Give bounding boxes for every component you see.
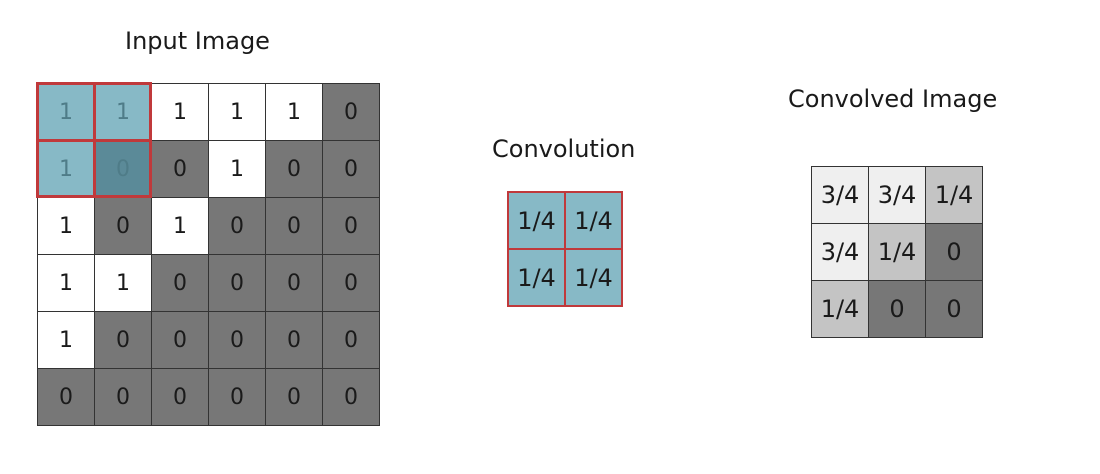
output-cell-r2-c1: 0 (869, 281, 926, 338)
input-cell-r5-c0: 0 (38, 369, 95, 426)
convolution-cell-r1-c1: 1/4 (564, 248, 623, 307)
input-cell-r1-c0: 1 (38, 141, 95, 198)
input-cell-r4-c2: 0 (152, 312, 209, 369)
input-cell-r2-c5: 0 (323, 198, 380, 255)
output-cell-r2-c0: 1/4 (812, 281, 869, 338)
convolved-image-title: Convolved Image (788, 85, 998, 113)
output-cell-r0-c1: 3/4 (869, 167, 926, 224)
input-cell-r4-c0: 1 (38, 312, 95, 369)
output-cell-r2-c2: 0 (926, 281, 983, 338)
input-cell-r0-c5: 0 (323, 84, 380, 141)
input-cell-r0-c3: 1 (209, 84, 266, 141)
output-cell-r1-c0: 3/4 (812, 224, 869, 281)
input-cell-r4-c3: 0 (209, 312, 266, 369)
input-cell-r0-c2: 1 (152, 84, 209, 141)
input-cell-r3-c0: 1 (38, 255, 95, 312)
input-cell-r0-c0: 1 (38, 84, 95, 141)
input-cell-r3-c3: 0 (209, 255, 266, 312)
input-cell-r2-c0: 1 (38, 198, 95, 255)
input-cell-r2-c1: 0 (95, 198, 152, 255)
input-cell-r1-c3: 1 (209, 141, 266, 198)
output-cell-r0-c0: 3/4 (812, 167, 869, 224)
convolution-cell-r0-c0: 1/4 (507, 191, 566, 250)
input-cell-r0-c1: 1 (95, 84, 152, 141)
input-image-title: Input Image (125, 27, 270, 55)
convolution-cell-r0-c1: 1/4 (564, 191, 623, 250)
input-cell-r4-c1: 0 (95, 312, 152, 369)
input-cell-r5-c3: 0 (209, 369, 266, 426)
input-cell-r3-c2: 0 (152, 255, 209, 312)
convolution-cell-r1-c0: 1/4 (507, 248, 566, 307)
input-cell-r5-c2: 0 (152, 369, 209, 426)
input-cell-r4-c4: 0 (266, 312, 323, 369)
input-cell-r2-c4: 0 (266, 198, 323, 255)
convolution-kernel-grid: 1/4 1/4 1/4 1/4 (507, 191, 623, 307)
input-cell-r2-c2: 1 (152, 198, 209, 255)
output-cell-r1-c2: 0 (926, 224, 983, 281)
input-cell-r5-c4: 0 (266, 369, 323, 426)
input-cell-r5-c1: 0 (95, 369, 152, 426)
input-cell-r2-c3: 0 (209, 198, 266, 255)
input-cell-r3-c5: 0 (323, 255, 380, 312)
input-cell-r1-c2: 0 (152, 141, 209, 198)
input-cell-r4-c5: 0 (323, 312, 380, 369)
input-cell-r1-c4: 0 (266, 141, 323, 198)
input-cell-r1-c5: 0 (323, 141, 380, 198)
input-cell-r1-c1: 0 (95, 141, 152, 198)
input-cell-r3-c1: 1 (95, 255, 152, 312)
convolved-image-grid: 3/4 3/4 1/4 3/4 1/4 0 1/4 0 0 (811, 166, 983, 338)
convolution-title: Convolution (492, 135, 636, 163)
input-cell-r5-c5: 0 (323, 369, 380, 426)
kernel-window-divider-horizontal (36, 139, 152, 142)
input-cell-r0-c4: 1 (266, 84, 323, 141)
output-cell-r0-c2: 1/4 (926, 167, 983, 224)
input-cell-r3-c4: 0 (266, 255, 323, 312)
output-cell-r1-c1: 1/4 (869, 224, 926, 281)
